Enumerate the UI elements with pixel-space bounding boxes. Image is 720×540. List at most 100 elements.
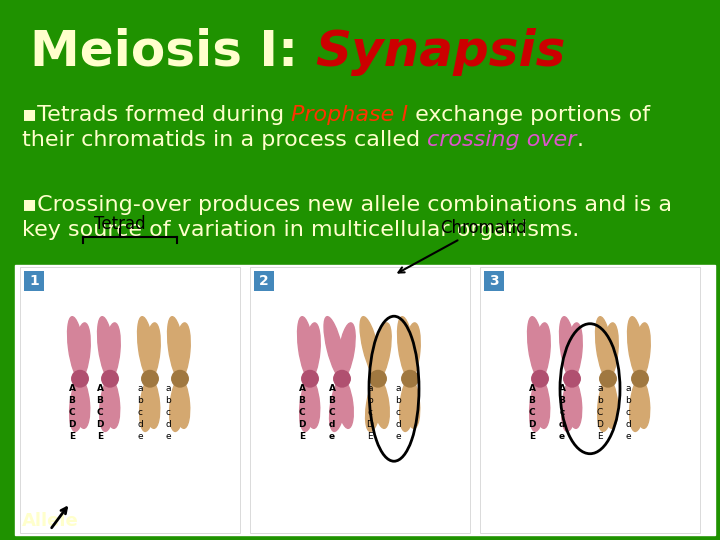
Bar xyxy=(15,265,715,535)
Text: d: d xyxy=(625,420,631,429)
Ellipse shape xyxy=(104,323,120,379)
Text: A: A xyxy=(528,384,536,393)
Bar xyxy=(254,271,274,291)
Ellipse shape xyxy=(400,379,415,431)
Text: d: d xyxy=(395,420,401,429)
Text: E: E xyxy=(69,432,75,441)
Text: D: D xyxy=(96,420,104,429)
Text: exchange portions of: exchange portions of xyxy=(408,105,650,125)
Bar xyxy=(250,267,470,533)
Text: B: B xyxy=(299,396,305,405)
Ellipse shape xyxy=(404,379,420,428)
Text: A: A xyxy=(299,384,305,393)
Ellipse shape xyxy=(174,323,190,379)
Text: d: d xyxy=(137,420,143,429)
Text: c: c xyxy=(138,408,143,417)
Text: B: B xyxy=(559,396,565,405)
Text: Tetrad: Tetrad xyxy=(94,215,146,233)
Text: crossing over: crossing over xyxy=(427,130,577,150)
Ellipse shape xyxy=(334,370,350,387)
Text: C: C xyxy=(597,408,603,417)
Ellipse shape xyxy=(595,316,613,379)
Ellipse shape xyxy=(528,316,544,379)
Bar xyxy=(20,267,240,533)
Text: a: a xyxy=(598,384,603,393)
Text: d: d xyxy=(559,420,565,429)
Text: 3: 3 xyxy=(489,274,499,288)
Ellipse shape xyxy=(397,316,415,379)
Ellipse shape xyxy=(297,316,315,379)
Ellipse shape xyxy=(360,316,381,379)
Text: b: b xyxy=(367,396,373,405)
Ellipse shape xyxy=(564,370,580,387)
Text: b: b xyxy=(597,396,603,405)
Ellipse shape xyxy=(600,370,616,387)
Text: B: B xyxy=(68,396,76,405)
Text: D: D xyxy=(68,420,76,429)
Text: a: a xyxy=(625,384,631,393)
Ellipse shape xyxy=(97,316,114,379)
Ellipse shape xyxy=(68,316,84,379)
Text: b: b xyxy=(625,396,631,405)
Ellipse shape xyxy=(168,316,184,379)
Ellipse shape xyxy=(634,379,649,428)
Ellipse shape xyxy=(142,370,158,387)
Text: E: E xyxy=(97,432,103,441)
Ellipse shape xyxy=(102,370,118,387)
Ellipse shape xyxy=(366,379,382,431)
Ellipse shape xyxy=(562,379,577,431)
Text: D: D xyxy=(528,420,536,429)
Bar xyxy=(484,271,504,291)
Text: B: B xyxy=(96,396,104,405)
Ellipse shape xyxy=(532,370,548,387)
Text: A: A xyxy=(559,384,565,393)
Ellipse shape xyxy=(534,379,550,428)
Ellipse shape xyxy=(628,316,644,379)
Ellipse shape xyxy=(302,370,318,387)
Ellipse shape xyxy=(530,379,545,431)
Text: 1: 1 xyxy=(29,274,39,288)
Text: ▪Tetrads formed during: ▪Tetrads formed during xyxy=(22,105,292,125)
Text: a: a xyxy=(367,384,373,393)
Text: B: B xyxy=(528,396,536,405)
Ellipse shape xyxy=(373,379,390,428)
Ellipse shape xyxy=(99,379,115,431)
Text: c: c xyxy=(166,408,171,417)
Text: Prophase I: Prophase I xyxy=(292,105,408,125)
Text: C: C xyxy=(96,408,103,417)
Ellipse shape xyxy=(634,323,650,379)
Text: Synapsis: Synapsis xyxy=(315,28,566,76)
Ellipse shape xyxy=(305,379,320,428)
Ellipse shape xyxy=(374,323,391,379)
Text: a: a xyxy=(395,384,401,393)
Ellipse shape xyxy=(567,323,582,379)
Text: b: b xyxy=(395,396,401,405)
Ellipse shape xyxy=(324,316,345,379)
Ellipse shape xyxy=(70,379,86,431)
Text: ▪Crossing-over produces new allele combinations and is a: ▪Crossing-over produces new allele combi… xyxy=(22,195,672,215)
Ellipse shape xyxy=(629,379,645,431)
Ellipse shape xyxy=(305,323,320,379)
Text: E: E xyxy=(299,432,305,441)
Ellipse shape xyxy=(300,379,315,431)
Text: e: e xyxy=(165,432,171,441)
Ellipse shape xyxy=(74,379,90,428)
Text: .: . xyxy=(577,130,584,150)
Text: A: A xyxy=(96,384,104,393)
Ellipse shape xyxy=(172,370,188,387)
Text: c: c xyxy=(559,408,564,417)
Text: C: C xyxy=(528,408,535,417)
Ellipse shape xyxy=(174,379,190,428)
Text: d: d xyxy=(329,420,336,429)
Text: c: c xyxy=(626,408,631,417)
Bar xyxy=(480,267,700,533)
Text: Chromatid: Chromatid xyxy=(440,219,526,237)
Ellipse shape xyxy=(566,379,582,428)
Text: Allele: Allele xyxy=(22,512,78,530)
Ellipse shape xyxy=(559,316,577,379)
Bar xyxy=(24,271,44,291)
Ellipse shape xyxy=(138,316,155,379)
Text: B: B xyxy=(328,396,336,405)
Ellipse shape xyxy=(144,379,160,428)
Text: 2: 2 xyxy=(259,274,269,288)
